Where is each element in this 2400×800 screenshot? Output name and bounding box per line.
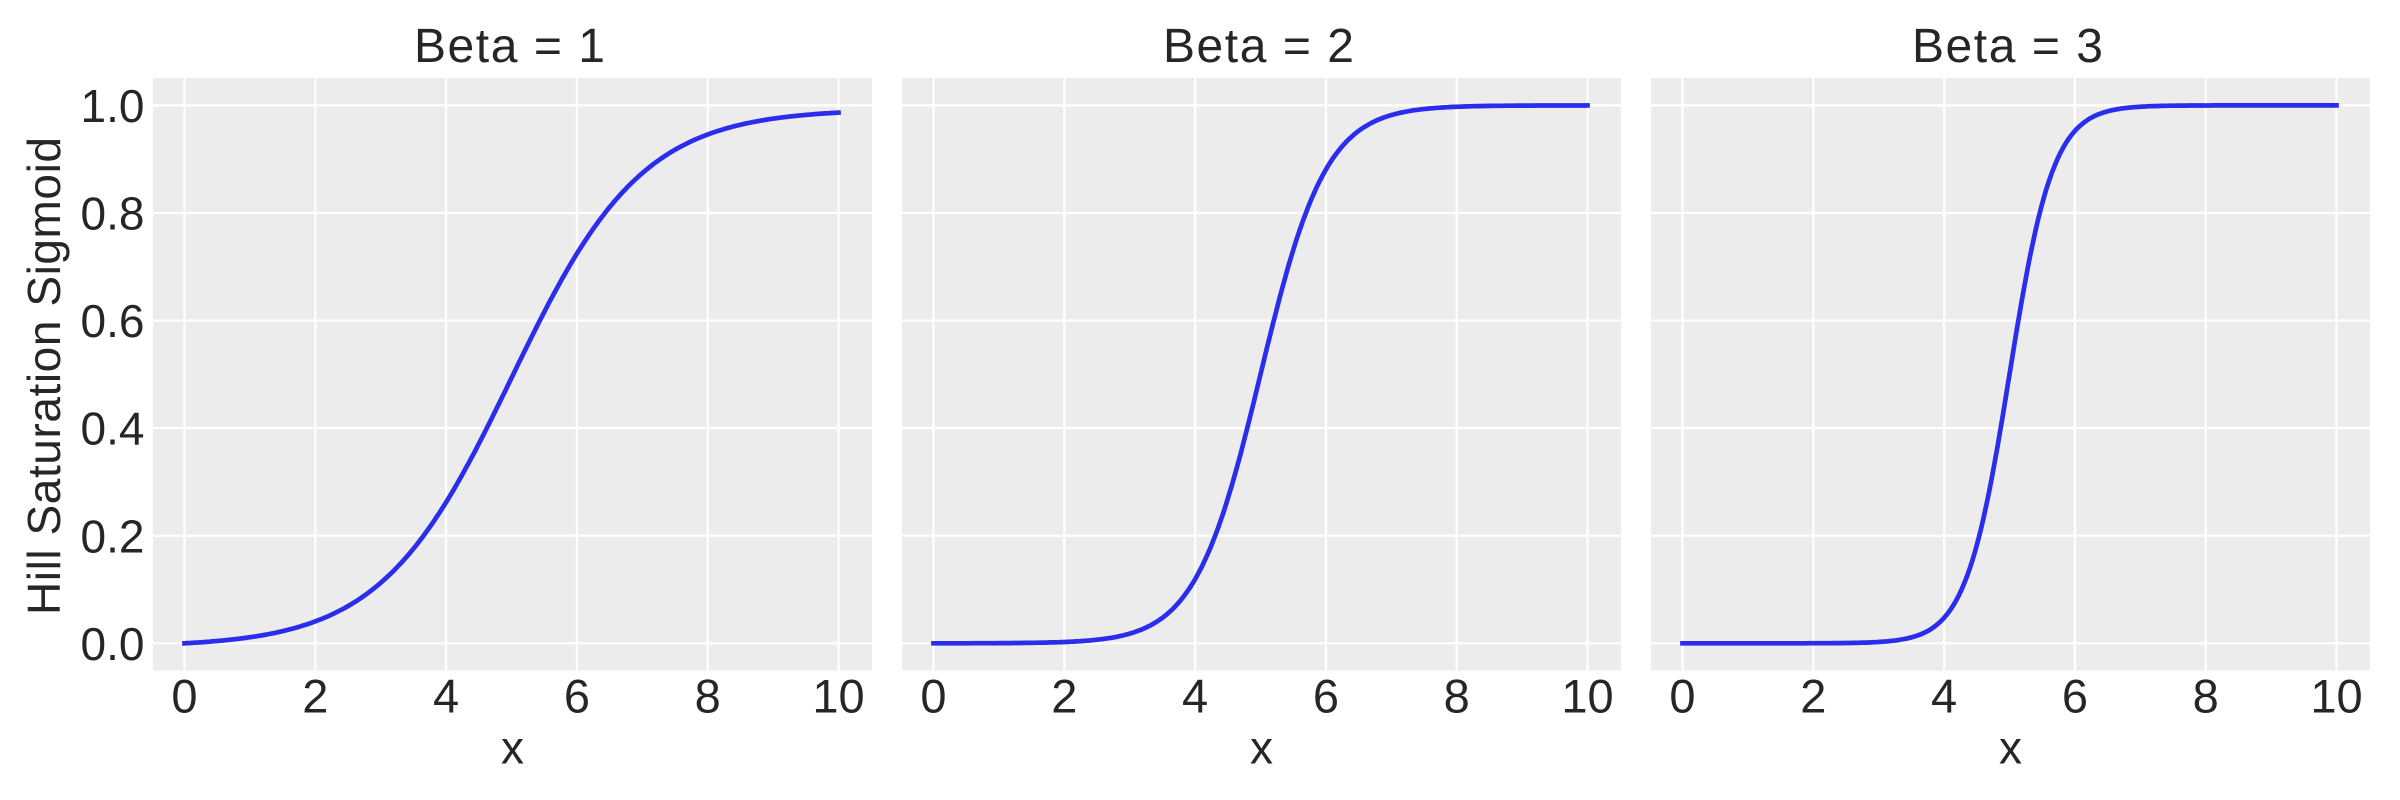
- svg-text:0: 0: [920, 670, 946, 723]
- svg-text:10: 10: [2310, 670, 2362, 723]
- svg-text:0.6: 0.6: [81, 295, 145, 347]
- svg-text:6: 6: [564, 670, 590, 723]
- svg-text:2: 2: [1051, 670, 1077, 723]
- svg-text:0.8: 0.8: [81, 188, 145, 240]
- svg-text:0.2: 0.2: [81, 510, 145, 562]
- svg-text:4: 4: [1931, 670, 1957, 723]
- svg-text:4: 4: [1182, 670, 1208, 723]
- svg-text:10: 10: [1561, 670, 1613, 723]
- svg-text:Beta = 3: Beta = 3: [1912, 20, 2103, 73]
- svg-text:x: x: [501, 721, 524, 773]
- svg-text:x: x: [1250, 721, 1273, 773]
- svg-text:2: 2: [1800, 670, 1826, 723]
- svg-text:8: 8: [2193, 670, 2219, 723]
- svg-text:x: x: [1999, 721, 2022, 773]
- svg-text:10: 10: [812, 670, 864, 723]
- svg-text:Beta = 2: Beta = 2: [1163, 20, 1354, 73]
- svg-text:0.4: 0.4: [81, 403, 145, 455]
- svg-text:Hill Saturation Sigmoid: Hill Saturation Sigmoid: [18, 137, 70, 615]
- svg-text:6: 6: [1313, 670, 1339, 723]
- svg-text:0: 0: [1669, 670, 1695, 723]
- svg-text:6: 6: [2062, 670, 2088, 723]
- svg-text:0.0: 0.0: [81, 618, 145, 670]
- svg-text:8: 8: [695, 670, 721, 723]
- svg-text:2: 2: [302, 670, 328, 723]
- svg-text:8: 8: [1444, 670, 1470, 723]
- svg-text:0: 0: [171, 670, 197, 723]
- svg-text:Beta = 1: Beta = 1: [414, 20, 605, 73]
- svg-text:1.0: 1.0: [81, 80, 145, 132]
- svg-text:4: 4: [433, 670, 459, 723]
